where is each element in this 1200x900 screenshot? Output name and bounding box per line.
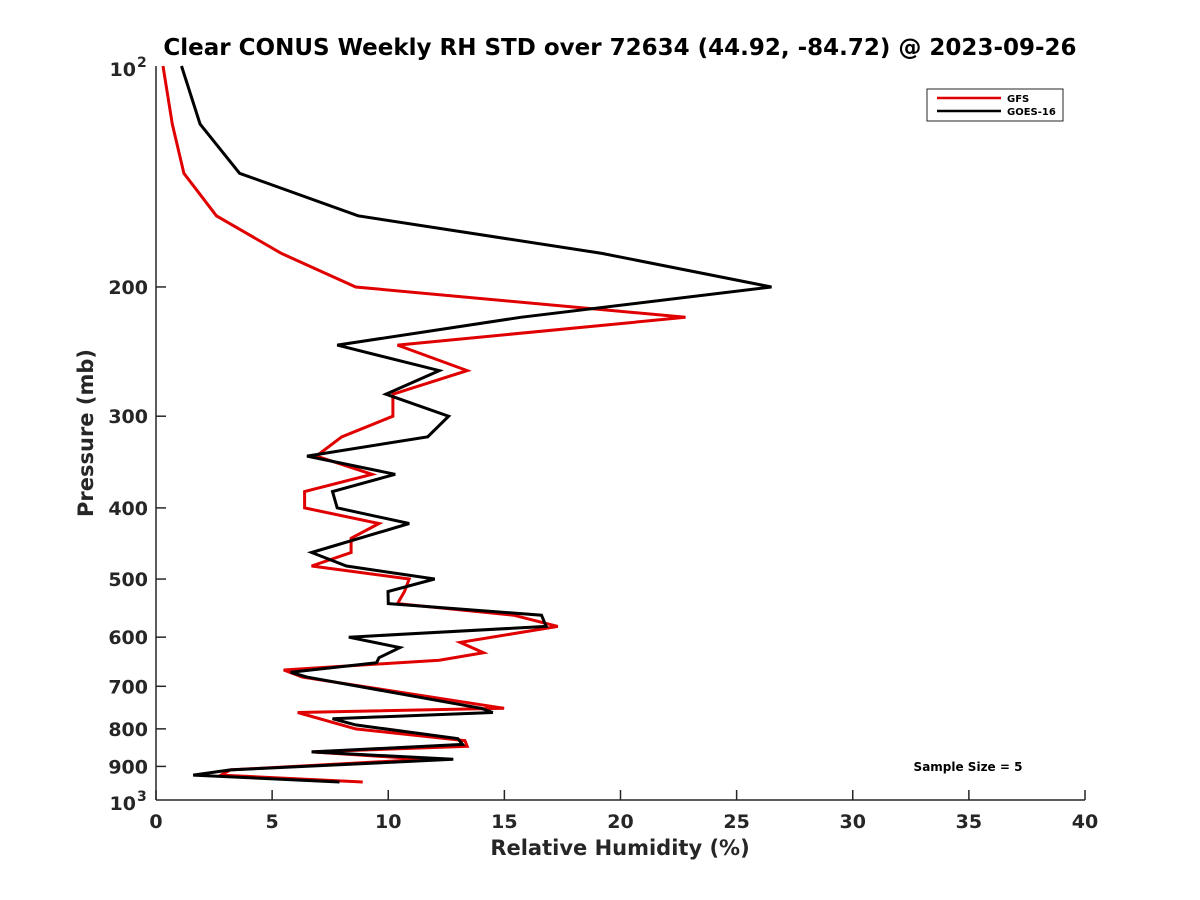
y-tick-label: 400: [108, 498, 148, 520]
series-line-gfs: [161, 65, 686, 784]
x-tick-label: 30: [840, 811, 866, 833]
sample-size-annotation: Sample Size = 5: [914, 760, 1023, 774]
x-tick-label: 20: [607, 811, 633, 833]
y-tick-label-exponent: 3: [137, 789, 147, 805]
y-tick-label: 800: [108, 719, 148, 741]
x-tick-label: 25: [723, 811, 749, 833]
chart-title: Clear CONUS Weekly RH STD over 72634 (44…: [163, 35, 1076, 61]
legend-label-goes16: GOES-16: [1007, 107, 1056, 118]
y-tick-label: 200: [108, 277, 148, 299]
series-line-goes-16: [180, 65, 772, 784]
x-axis-label: Relative Humidity (%): [490, 836, 749, 860]
x-tick-label: 35: [956, 811, 982, 833]
y-axis-label: Pressure (mb): [74, 349, 98, 517]
legend-label-gfs: GFS: [1007, 94, 1029, 105]
x-tick-label: 15: [491, 811, 517, 833]
legend: GFS GOES-16: [926, 88, 1064, 122]
series-layer: [161, 65, 772, 784]
y-tick-label: 600: [108, 627, 148, 649]
legend-box: [926, 88, 1064, 122]
x-ticks: 0 5 10 15 20 25 30 35 40: [149, 790, 1098, 833]
y-tick-label: 500: [108, 569, 148, 591]
x-tick-label: 10: [375, 811, 401, 833]
y-tick-label: 10: [110, 793, 136, 815]
y-tick-label: 300: [108, 406, 148, 428]
y-tick-label: 900: [108, 756, 148, 778]
y-tick-label: 10: [110, 59, 136, 81]
y-tick-label-exponent: 2: [137, 55, 147, 71]
x-tick-label: 40: [1072, 811, 1098, 833]
y-tick-label: 700: [108, 676, 148, 698]
x-tick-label: 5: [266, 811, 279, 833]
x-tick-label: 0: [149, 811, 162, 833]
